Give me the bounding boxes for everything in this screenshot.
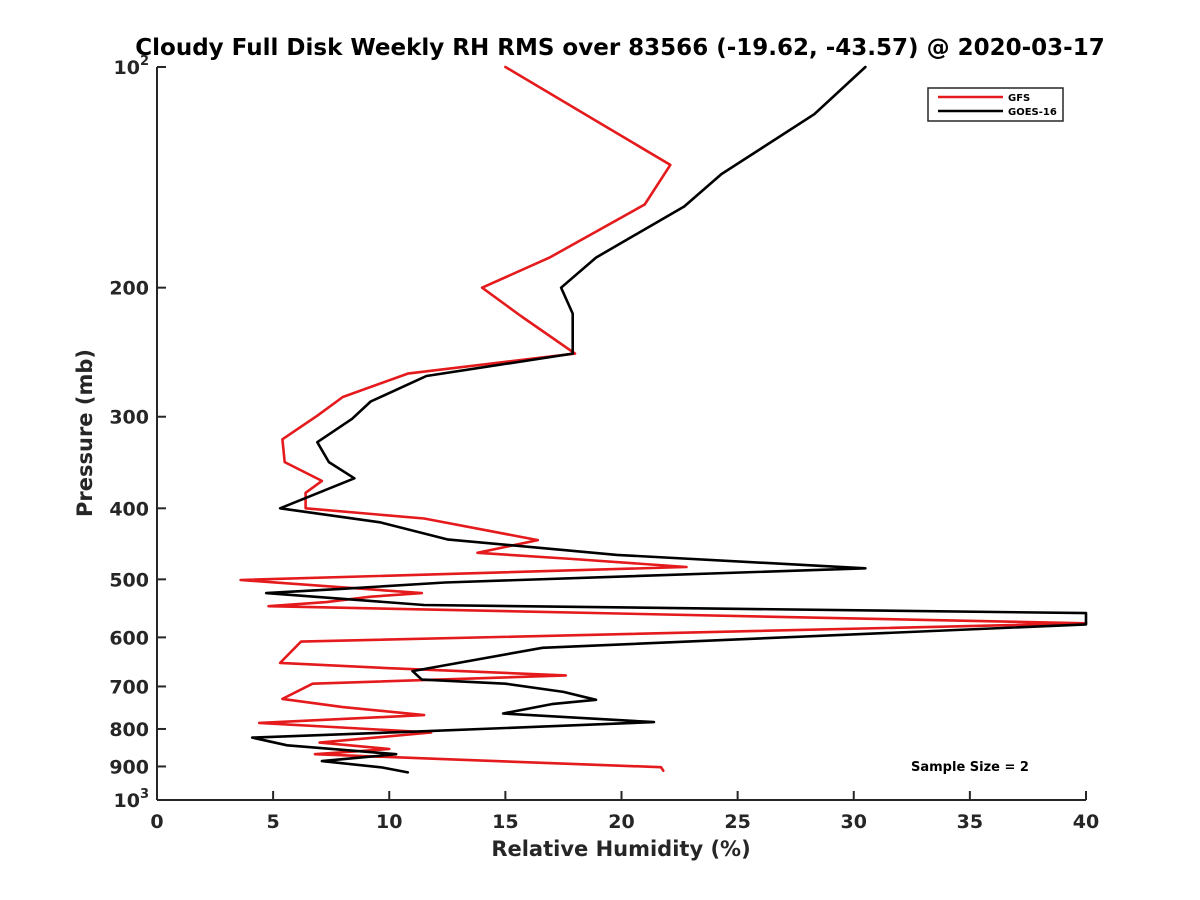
chart-title: Cloudy Full Disk Weekly RH RMS over 8356… [135,35,1104,61]
x-tick-label: 25 [724,811,750,833]
series-layer [239,65,1088,774]
legend: GFS GOES-16 [927,87,1064,122]
legend-label: GFS [1008,93,1030,104]
legend-label: GOES-16 [1008,107,1057,118]
axes-layer: 0 5 10 15 20 25 30 35 40 102 200 300 400 500 600 700 800… [109,54,1099,833]
y-tick-label: 900 [109,756,149,778]
y-tick-label: 103 [114,787,150,812]
y-tick-label: 200 [109,278,149,300]
y-tick-label: 800 [109,719,149,741]
series-line-gfs [239,65,1088,772]
x-tick-label: 10 [376,811,402,833]
x-tick-label: 35 [957,811,983,833]
series-line-goes-16 [250,65,1088,774]
y-tick-label: 700 [109,676,149,698]
x-tick-label: 30 [841,811,867,833]
y-axis-label: Pressure (mb) [73,349,97,517]
x-tick-label: 0 [150,811,163,833]
y-tick-label: 400 [109,498,149,520]
x-tick-label: 40 [1073,811,1099,833]
legend-box [927,87,1064,122]
y-tick-label: 300 [109,407,149,429]
x-tick-label: 5 [267,811,280,833]
y-tick-label: 600 [109,627,149,649]
x-axis-label: Relative Humidity (%) [491,837,750,861]
x-tick-label: 15 [492,811,518,833]
y-tick-label: 500 [109,569,149,591]
sample-size-annotation: Sample Size = 2 [911,760,1029,775]
y-tick-label: 102 [114,54,150,79]
x-tick-label: 20 [608,811,634,833]
